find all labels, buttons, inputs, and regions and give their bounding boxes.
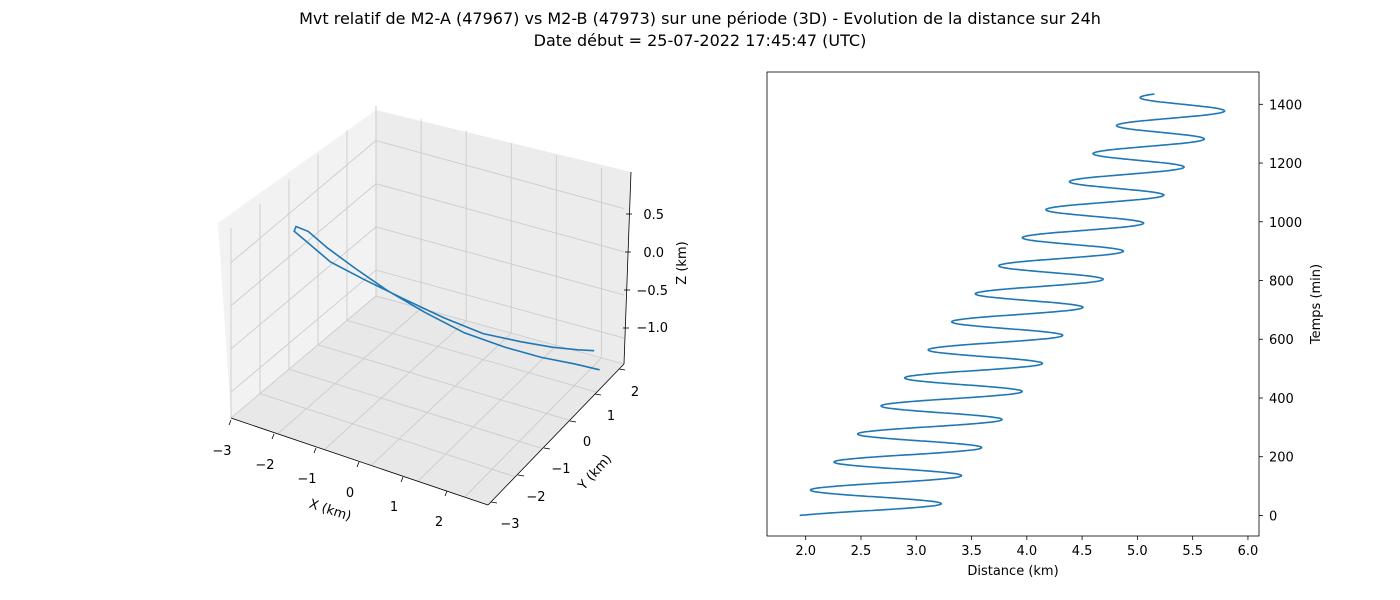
distance-time-line	[799, 93, 1226, 517]
y-tick-label: −1	[551, 462, 570, 477]
y-tick-label-2d: 1000	[1269, 216, 1302, 231]
grid-line-3d	[230, 269, 625, 393]
x-ticks: −3 −2 −1 0 1 2	[212, 444, 443, 530]
figure-title: Mvt relatif de M2-A (47967) vs M2-B (479…	[0, 8, 1400, 52]
z-tick-label: 0.5	[643, 208, 664, 223]
y-axis-label: Y (km)	[575, 452, 615, 494]
plot-2d: 2.0 2.5 3.0 3.5 4.0 4.5 5.0 5.5 6.0 0 200 400 600 80…	[766, 71, 1324, 579]
y-tick-mark	[517, 474, 525, 477]
grid-line-3d	[346, 130, 597, 393]
x-tick-mark	[313, 447, 317, 454]
x-tick-label-2d: 2.0	[795, 544, 816, 559]
x-tick-label: 1	[390, 500, 398, 515]
y-tick-label-2d: 800	[1269, 275, 1294, 290]
title-line-1: Mvt relatif de M2-A (47967) vs M2-B (479…	[299, 9, 1101, 28]
pane-back-left	[218, 110, 376, 418]
x-tick-mark	[444, 490, 448, 497]
y-tick-label-2d: 1400	[1269, 98, 1302, 113]
z-tick-marks	[623, 213, 632, 329]
y-tick-mark	[569, 420, 577, 423]
y-axis-label-2d: Temps (min)	[1309, 264, 1324, 345]
pane-back-right	[376, 110, 631, 364]
y-tick-label: 0	[583, 435, 591, 450]
y-tick-label-2d: 0	[1269, 509, 1277, 524]
grid-line-3d	[259, 203, 516, 478]
x-ticks-2d: 2.0 2.5 3.0 3.5 4.0 4.5 5.0 5.5 6.0	[795, 536, 1258, 559]
z-ticks: −1.0 −0.5 0.0 0.5	[636, 208, 668, 336]
x-axis-line	[230, 417, 489, 506]
y-axis-line	[487, 363, 625, 506]
x-tick-label-2d: 3.0	[906, 544, 927, 559]
y-tick-label-2d: 1200	[1269, 157, 1302, 172]
y-ticks-2d: 0 200 400 600 800 1000 1200 1400	[1259, 98, 1302, 524]
y-tick-mark	[490, 501, 498, 504]
x-tick-label: −2	[255, 458, 274, 473]
x-tick-label-2d: 4.0	[1016, 544, 1037, 559]
grid-line-3d	[230, 226, 625, 350]
x-tick-label: 2	[435, 515, 443, 530]
trajectory-3d-line	[293, 225, 600, 371]
y-tick-label: −3	[500, 517, 519, 532]
x-tick-label-2d: 5.5	[1182, 544, 1203, 559]
x-tick-label-2d: 4.5	[1072, 544, 1093, 559]
x-tick-mark	[271, 433, 275, 440]
y-ticks: −3 −2 −1 0 1 2	[500, 385, 639, 532]
y-tick-label-2d: 400	[1269, 392, 1294, 407]
x-tick-label: −3	[212, 444, 231, 459]
y-tick-mark	[594, 393, 602, 396]
x-tick-label-2d: 6.0	[1238, 544, 1259, 559]
x-tick-label-2d: 5.0	[1127, 544, 1148, 559]
y-tick-label: 2	[631, 385, 639, 400]
y-tick-label: −2	[526, 490, 545, 505]
y-tick-marks	[490, 368, 626, 504]
grid-line-3d	[375, 106, 625, 365]
x-tick-mark	[228, 419, 232, 426]
z-axis-label: Z (km)	[675, 241, 690, 284]
x-tick-label-2d: 2.5	[851, 544, 872, 559]
x-tick-label-2d: 3.5	[961, 544, 982, 559]
x-axis-label-2d: Distance (km)	[967, 564, 1058, 579]
grid-line-3d	[317, 154, 570, 421]
y-tick-mark	[618, 368, 626, 371]
x-tick-mark	[356, 461, 360, 468]
x-tick-label: 0	[346, 486, 354, 501]
title-line-2: Date début = 25-07-2022 17:45:47 (UTC)	[533, 31, 867, 50]
plot-2d-frame	[766, 71, 1260, 537]
z-axis-line	[623, 171, 632, 365]
y-tick-mark	[543, 447, 551, 450]
grid-line-3d	[230, 140, 625, 263]
z-tick-label: −1.0	[636, 321, 668, 336]
x-tick-mark	[400, 476, 404, 483]
grid-line-3d	[230, 183, 625, 307]
y-tick-label-2d: 600	[1269, 333, 1294, 348]
y-tick-label-2d: 200	[1269, 451, 1294, 466]
grid-line-3d	[288, 179, 543, 450]
plot-3d: −3 −2 −1 0 1 2 X (km) −3 −2	[212, 106, 690, 532]
x-tick-label: −1	[297, 472, 316, 487]
z-tick-label: −0.5	[636, 284, 668, 299]
z-tick-label: 0.0	[643, 246, 664, 261]
x-tick-marks	[228, 419, 448, 497]
y-tick-label: 1	[607, 409, 615, 424]
